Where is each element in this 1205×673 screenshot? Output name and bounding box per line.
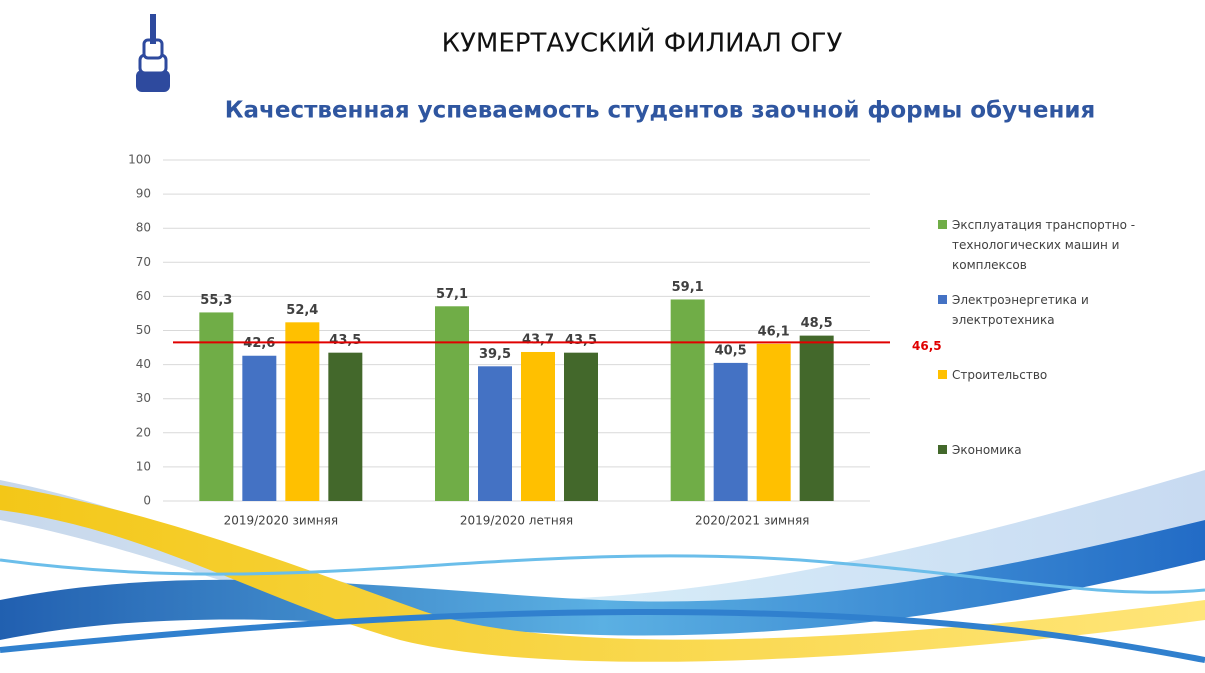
y-tick-label: 70 (136, 255, 151, 269)
logo (136, 14, 170, 92)
bar (671, 299, 705, 501)
y-tick-label: 50 (136, 323, 151, 337)
bar (285, 322, 319, 501)
value-label: 48,5 (801, 316, 833, 331)
bar (800, 336, 834, 501)
value-label: 57,1 (436, 287, 468, 302)
y-tick-label: 20 (136, 425, 151, 439)
decor (0, 470, 1205, 662)
bar (199, 312, 233, 501)
x-tick-label: 2019/2020 летняя (460, 514, 573, 528)
chart: КУМЕРТАУСКИЙ ФИЛИАЛ ОГУ Качественная усп… (0, 0, 1205, 673)
value-label: 46,1 (758, 324, 790, 339)
value-label: 39,5 (479, 347, 511, 362)
value-label: 52,4 (286, 303, 318, 318)
bar (757, 344, 791, 501)
x-tick-label: 2020/2021 зимняя (695, 514, 809, 528)
value-label: 55,3 (200, 293, 232, 308)
bar (435, 306, 469, 501)
legend-label: Экономика (952, 443, 1022, 457)
value-label: 40,5 (715, 343, 747, 358)
legend-label: Эксплуатация транспортно - технологическ… (952, 218, 1135, 272)
legend-item: Экономика (938, 440, 1152, 460)
bar (564, 353, 598, 501)
bar (714, 363, 748, 501)
value-label: 59,1 (672, 280, 704, 295)
legend-swatch (938, 445, 947, 454)
value-label: 43,5 (329, 333, 361, 348)
x-tick-label: 2019/2020 зимняя (224, 514, 338, 528)
y-tick-label: 10 (136, 459, 151, 473)
chart-title: Качественная успеваемость студентов заоч… (225, 98, 1096, 124)
legend-label: Электроэнергетика и электротехника (952, 293, 1089, 327)
bar (478, 366, 512, 501)
legend-item: Строительство (938, 365, 1152, 385)
y-tick-label: 60 (136, 289, 151, 303)
value-label: 43,5 (565, 333, 597, 348)
legend-item: Электроэнергетика и электротехника (938, 290, 1152, 330)
y-tick-label: 0 (143, 494, 151, 508)
legend-label: Строительство (952, 368, 1047, 382)
reference-label: 46,5 (912, 339, 942, 353)
header: КУМЕРТАУСКИЙ ФИЛИАЛ ОГУ (442, 27, 843, 59)
bar (242, 356, 276, 501)
y-tick-label: 90 (136, 187, 151, 201)
legend-swatch (938, 295, 947, 304)
y-tick-label: 40 (136, 357, 151, 371)
legend-swatch (938, 220, 947, 229)
value-label: 42,6 (243, 336, 275, 351)
bar (521, 352, 555, 501)
legend-item: Эксплуатация транспортно - технологическ… (938, 215, 1152, 275)
legend-swatch (938, 370, 947, 379)
y-tick-label: 30 (136, 391, 151, 405)
y-tick-label: 100 (128, 153, 151, 167)
y-tick-label: 80 (136, 221, 151, 235)
bar (328, 353, 362, 501)
value-label: 43,7 (522, 332, 554, 347)
slide: КУМЕРТАУСКИЙ ФИЛИАЛ ОГУ Качественная усп… (0, 0, 1205, 673)
